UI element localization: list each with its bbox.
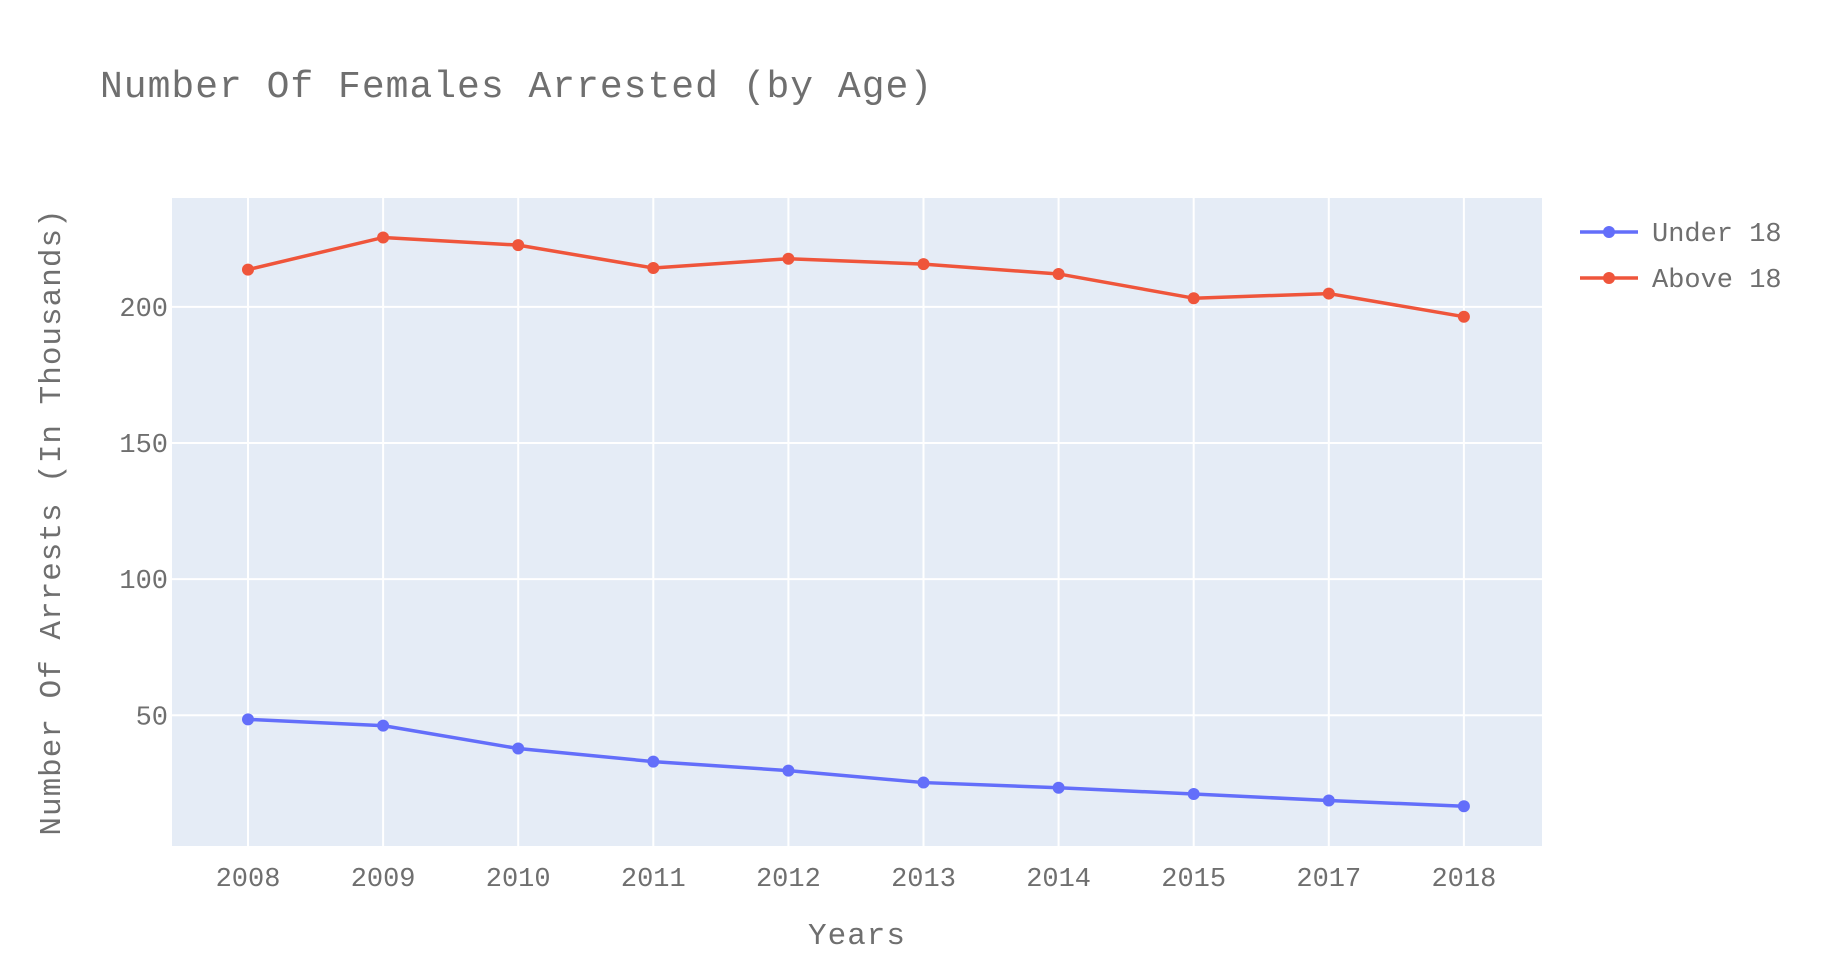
x-tick-label: 2008 xyxy=(216,865,281,895)
series-above-18 xyxy=(242,231,1470,323)
x-tick-label: 2011 xyxy=(621,865,686,895)
data-point-above-18 xyxy=(1187,292,1200,305)
legend-swatch-marker xyxy=(1603,226,1615,238)
data-point-above-18 xyxy=(512,239,525,252)
x-tick-label: 2010 xyxy=(486,865,551,895)
x-tick-label: 2013 xyxy=(891,865,956,895)
y-gridlines xyxy=(172,305,1542,717)
data-point-above-18 xyxy=(1052,267,1065,280)
legend-item-above-18[interactable]: Above 18 xyxy=(1580,266,1782,296)
x-axis-ticks: 2008 2009 2010 2011 2012 2013 2014 2015 2017 2018 xyxy=(216,865,1497,895)
legend-label: Above 18 xyxy=(1652,266,1782,296)
x-tick-label: 2015 xyxy=(1161,865,1226,895)
data-point-under-18 xyxy=(512,742,525,755)
y-tick-label: 100 xyxy=(119,567,168,597)
x-axis-title: Years xyxy=(808,919,906,954)
data-point-above-18 xyxy=(917,258,930,271)
x-tick-label: 2018 xyxy=(1431,865,1496,895)
data-point-under-18 xyxy=(1187,787,1200,800)
y-tick-label: 150 xyxy=(119,431,168,461)
data-point-under-18 xyxy=(782,764,795,777)
data-point-above-18 xyxy=(647,261,660,274)
data-point-under-18 xyxy=(242,713,254,726)
series-under-18 xyxy=(242,713,1470,813)
data-point-under-18 xyxy=(647,755,660,768)
data-point-under-18 xyxy=(1322,794,1335,807)
x-tick-label: 2012 xyxy=(756,865,821,895)
data-point-under-18 xyxy=(1457,800,1470,813)
x-tick-label: 2009 xyxy=(351,865,416,895)
legend-label: Under 18 xyxy=(1652,220,1782,250)
legend-swatch-marker xyxy=(1603,272,1615,284)
series-line-above-18 xyxy=(247,235,1465,319)
legend[interactable]: Under 18 Above 18 xyxy=(1580,220,1782,296)
y-tick-label: 50 xyxy=(136,703,168,733)
legend-item-under-18[interactable]: Under 18 xyxy=(1580,220,1782,250)
data-point-above-18 xyxy=(1457,310,1470,323)
series-layer xyxy=(242,231,1470,813)
data-point-above-18 xyxy=(782,252,795,265)
y-tick-label: 200 xyxy=(119,295,168,325)
data-point-above-18 xyxy=(377,231,390,244)
data-point-above-18 xyxy=(242,263,254,276)
series-line-under-18 xyxy=(247,717,1464,808)
data-point-under-18 xyxy=(377,719,390,732)
y-axis-ticks: 50 100 150 200 xyxy=(119,295,168,733)
x-tick-label: 2014 xyxy=(1026,865,1091,895)
y-axis-title: Number Of Arrests (In Thousands) xyxy=(35,208,70,835)
data-point-under-18 xyxy=(1052,781,1065,794)
data-point-above-18 xyxy=(1322,287,1335,300)
data-point-under-18 xyxy=(917,776,930,789)
chart-title: Number Of Females Arrested (by Age) xyxy=(100,66,933,109)
x-tick-label: 2017 xyxy=(1296,865,1361,895)
